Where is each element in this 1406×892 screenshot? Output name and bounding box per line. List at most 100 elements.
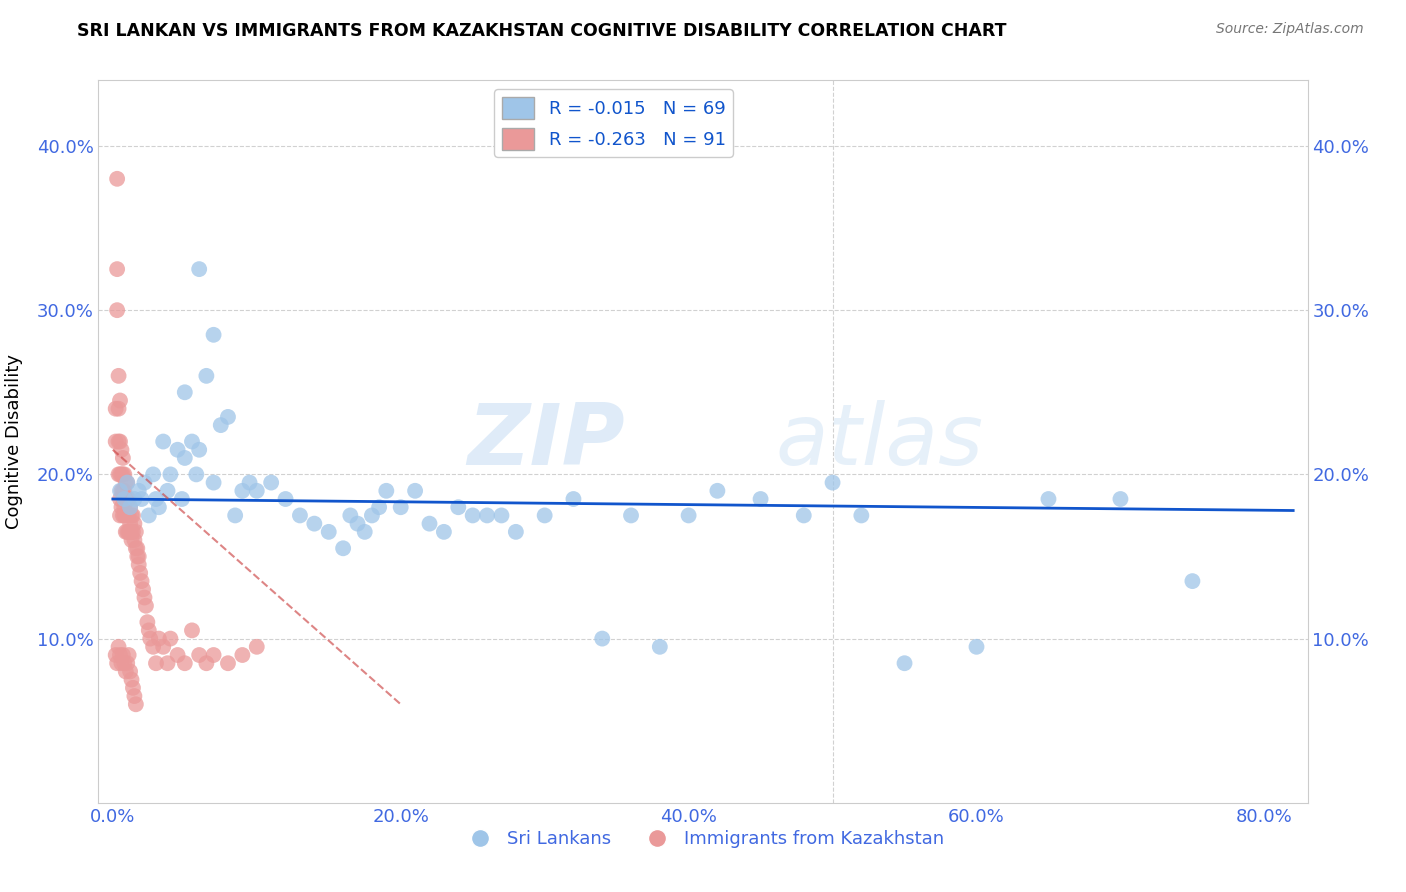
Point xyxy=(136,615,159,630)
Point xyxy=(260,475,283,490)
Point xyxy=(332,541,354,556)
Point xyxy=(202,475,225,490)
Point xyxy=(124,533,146,547)
Point xyxy=(114,508,136,523)
Point xyxy=(159,467,181,482)
Point xyxy=(107,467,129,482)
Point xyxy=(591,632,613,646)
Point xyxy=(110,467,132,482)
Point xyxy=(105,303,128,318)
Point xyxy=(304,516,326,531)
Point xyxy=(112,491,135,506)
Point xyxy=(124,491,146,506)
Point xyxy=(152,434,174,449)
Point xyxy=(131,574,153,588)
Point xyxy=(173,385,195,400)
Point xyxy=(231,648,253,662)
Point xyxy=(339,508,361,523)
Point xyxy=(110,500,132,515)
Point xyxy=(118,524,141,539)
Point xyxy=(110,657,132,671)
Text: SRI LANKAN VS IMMIGRANTS FROM KAZAKHSTAN COGNITIVE DISABILITY CORRELATION CHART: SRI LANKAN VS IMMIGRANTS FROM KAZAKHSTAN… xyxy=(77,22,1007,40)
Point xyxy=(224,508,246,523)
Point xyxy=(368,500,391,515)
Point xyxy=(108,434,131,449)
Point xyxy=(202,648,225,662)
Point xyxy=(111,648,134,662)
Point xyxy=(288,508,311,523)
Point xyxy=(138,624,160,638)
Point xyxy=(120,500,142,515)
Point xyxy=(195,657,218,671)
Point xyxy=(104,401,127,416)
Point xyxy=(793,508,815,523)
Point xyxy=(118,648,141,662)
Point xyxy=(821,475,844,490)
Point xyxy=(118,508,141,523)
Point xyxy=(1038,491,1060,506)
Point xyxy=(159,632,181,646)
Point xyxy=(202,327,225,342)
Point xyxy=(118,491,141,506)
Point xyxy=(181,434,204,449)
Point xyxy=(112,508,135,523)
Point xyxy=(706,483,728,498)
Point xyxy=(125,524,148,539)
Point xyxy=(135,599,157,613)
Point xyxy=(173,450,195,465)
Point xyxy=(353,524,375,539)
Point xyxy=(461,508,484,523)
Point xyxy=(128,558,150,572)
Point xyxy=(115,657,138,671)
Point xyxy=(166,648,188,662)
Point xyxy=(562,491,585,506)
Point xyxy=(121,508,143,523)
Point xyxy=(112,467,135,482)
Point xyxy=(104,648,127,662)
Point xyxy=(139,632,162,646)
Point xyxy=(142,640,165,654)
Point xyxy=(749,491,772,506)
Point xyxy=(433,524,456,539)
Point xyxy=(209,418,232,433)
Point xyxy=(105,657,128,671)
Point xyxy=(107,401,129,416)
Legend: Sri Lankans, Immigrants from Kazakhstan: Sri Lankans, Immigrants from Kazakhstan xyxy=(456,822,950,855)
Point xyxy=(114,475,136,490)
Point xyxy=(505,524,527,539)
Point xyxy=(108,508,131,523)
Point xyxy=(114,491,136,506)
Point xyxy=(120,500,142,515)
Point xyxy=(533,508,555,523)
Point xyxy=(346,516,368,531)
Point xyxy=(111,467,134,482)
Text: atlas: atlas xyxy=(776,400,984,483)
Point xyxy=(134,591,156,605)
Y-axis label: Cognitive Disability: Cognitive Disability xyxy=(4,354,22,529)
Point xyxy=(127,541,149,556)
Point xyxy=(447,500,470,515)
Point xyxy=(115,475,138,490)
Point xyxy=(475,508,498,523)
Point xyxy=(620,508,643,523)
Text: ZIP: ZIP xyxy=(467,400,624,483)
Point xyxy=(132,582,155,597)
Point xyxy=(105,262,128,277)
Point xyxy=(1181,574,1204,588)
Point xyxy=(108,491,131,506)
Point xyxy=(108,648,131,662)
Point xyxy=(121,533,143,547)
Point xyxy=(145,491,167,506)
Point xyxy=(104,434,127,449)
Point xyxy=(966,640,988,654)
Text: Source: ZipAtlas.com: Source: ZipAtlas.com xyxy=(1216,22,1364,37)
Point xyxy=(893,657,915,671)
Point xyxy=(148,500,170,515)
Point xyxy=(111,450,134,465)
Point xyxy=(318,524,340,539)
Point xyxy=(491,508,513,523)
Point xyxy=(122,524,145,539)
Point xyxy=(186,467,208,482)
Point xyxy=(121,524,143,539)
Point xyxy=(173,657,195,671)
